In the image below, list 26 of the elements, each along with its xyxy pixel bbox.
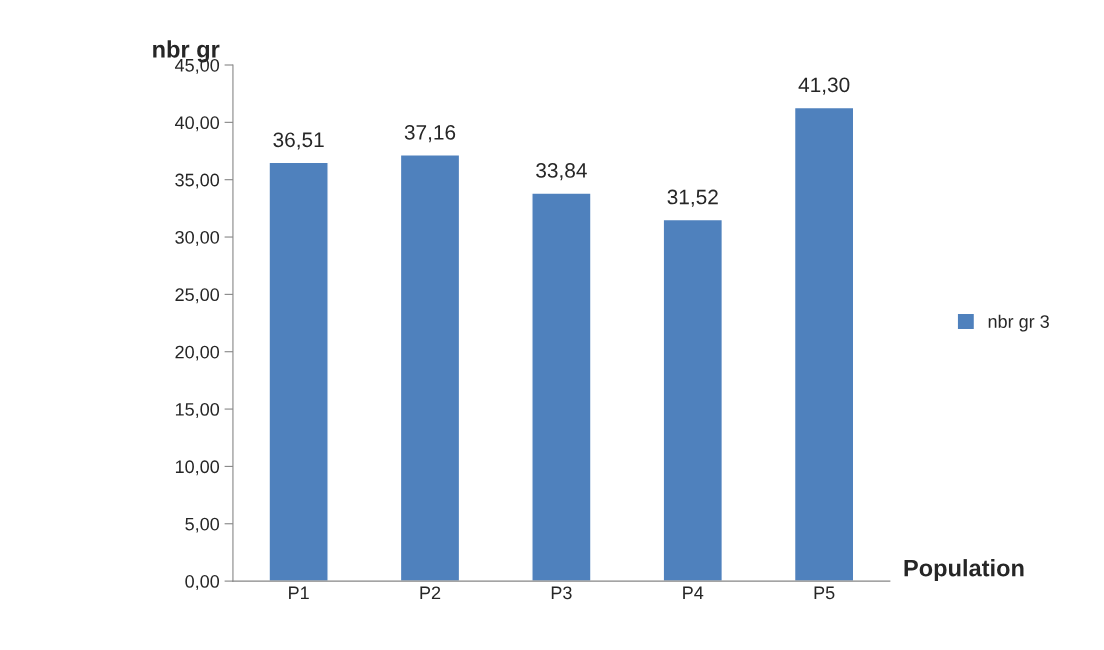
data-label: 36,51: [273, 132, 324, 150]
legend-label: nbr gr 3: [988, 314, 1049, 332]
y-tick-label: 35,00: [175, 173, 220, 189]
bar: [662, 218, 724, 582]
data-label: 41,30: [798, 77, 850, 95]
x-tick-label: P5: [814, 586, 835, 600]
x-tick-label: P4: [683, 586, 704, 600]
y-tick-label: 15,00: [175, 403, 220, 418]
x-tick-label: P1: [289, 586, 309, 600]
y-tick-label: 0,00: [185, 575, 220, 590]
x-tick-label: P3: [551, 586, 572, 600]
bar: [268, 161, 329, 582]
data-label: 37,16: [404, 124, 456, 143]
y-tick-label: 10,00: [175, 460, 220, 476]
bar: [399, 154, 461, 582]
data-label: 33,84: [536, 163, 587, 181]
bar: [531, 192, 592, 582]
data-label: 31,52: [667, 189, 718, 207]
y-tick-label: 40,00: [174, 116, 220, 132]
x-tick-label: P2: [420, 586, 441, 600]
y-tick-label: 20,00: [175, 345, 220, 361]
y-tick-label: 25,00: [175, 288, 220, 304]
y-tick-label: 5,00: [185, 517, 220, 533]
bar: [793, 106, 855, 582]
x-axis-title: Population: [904, 559, 1024, 582]
y-tick-label: 30,00: [175, 230, 220, 246]
